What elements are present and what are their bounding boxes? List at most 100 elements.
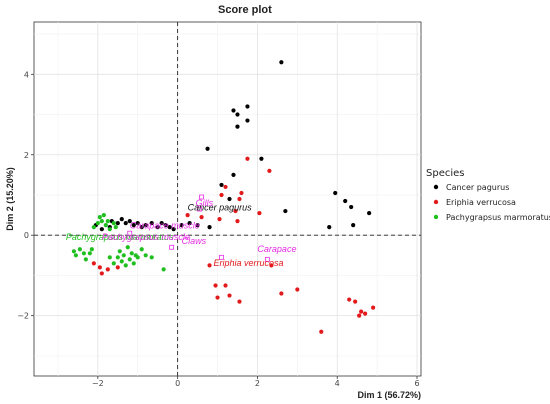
data-point [127,219,132,224]
data-point [245,118,250,123]
y-tick-label: 4 [24,70,29,79]
data-point [89,247,94,252]
data-point [195,223,200,228]
data-point [213,283,218,288]
data-point [139,247,144,252]
data-point [227,293,232,298]
data-point [231,172,236,177]
data-point [135,255,140,260]
data-point [115,265,120,270]
legend-swatch-eriphia-verrucosa [433,199,439,205]
data-point [99,271,104,276]
data-point [205,146,210,151]
data-point [163,223,168,228]
plot-panel: Cancer pagurus Pachygrapsus marmoratus Eri… [33,21,422,377]
data-point [333,190,338,196]
data-point [359,309,364,314]
legend: Species Cancer pagurus Eriphia verrucosa… [426,168,550,222]
data-point [107,255,112,260]
data-point [119,217,124,222]
centroid-marker [199,194,204,200]
data-point [179,223,184,228]
x-tick-label: 4 [335,379,340,388]
data-point [99,219,104,224]
data-point [105,219,110,224]
data-point [97,215,102,220]
data-point [349,204,354,210]
data-point [367,210,372,216]
data-point [107,227,112,232]
data-point [233,208,238,214]
data-point [115,221,120,226]
legend-label-pachygrapsus-marmoratus: Pachygrapsus marmoratus [446,213,550,222]
y-tick-label: −2 [17,312,29,321]
centroid-marker [127,230,133,236]
data-point [347,297,352,302]
data-point [91,261,96,266]
data-point [219,192,224,198]
legend-title: Species [426,168,465,179]
data-point [245,104,250,109]
data-point [357,313,362,318]
data-point [77,247,82,252]
data-point [231,108,236,113]
data-point [101,212,106,218]
x-axis-label: Dim 1 (56.72%) [357,390,421,400]
annotation-carapace: Carapace [257,244,296,254]
centroid-marker [219,254,224,260]
data-point [143,253,148,258]
data-point [123,221,128,226]
data-point [363,311,368,316]
data-point [119,259,124,264]
data-point [97,265,102,270]
legend-label-eriphia-verrucosa: Eriphia verrucosa [446,198,516,207]
centroid-marker [197,206,202,212]
data-point [223,283,228,288]
data-point [139,225,144,230]
data-point [131,261,136,266]
legend-swatch-pachygrapsus-marmoratus [433,214,439,220]
data-point [343,198,348,204]
annotation-gills: Gills [196,198,214,208]
data-point [105,267,110,272]
data-point [95,221,100,226]
data-point [223,184,228,190]
data-point [245,156,250,161]
annotation-claws: Claws [182,236,207,246]
data-point [279,60,284,65]
data-point [91,225,96,230]
annotation-pachygrapsus-muscle: Pachygrapsus muscle [102,232,190,242]
data-point [227,196,232,202]
annotation-carapace-muscle: Carapace muscle [130,220,200,230]
data-point [135,221,140,226]
data-point [187,221,192,226]
data-point [237,196,242,202]
data-point [103,223,108,228]
data-point [351,223,356,228]
x-tick-label: 2 [255,379,260,388]
data-point [99,227,104,232]
series-pachygrapsus-marmoratus [71,212,166,272]
data-point [111,221,116,226]
data-point [217,217,222,222]
data-point [117,249,122,254]
legend-swatch-cancer-pagurus [433,184,439,190]
centroid-marker [264,256,270,262]
data-point [155,225,160,230]
data-point [159,221,164,226]
data-point [207,225,212,230]
data-point [143,223,148,228]
annotation-cancer-pagurus: Cancer pagurus [188,202,253,212]
data-point [215,295,220,300]
data-point [167,225,172,230]
series-eriphia-verrucosa [91,156,376,334]
data-point [269,263,274,268]
data-point [83,257,88,262]
data-point [121,253,126,258]
x-tick-label: 6 [414,379,419,388]
data-point [279,291,284,296]
data-point [149,221,154,226]
data-point [327,225,332,230]
y-tick-label: 2 [24,151,29,160]
data-point [259,156,264,161]
